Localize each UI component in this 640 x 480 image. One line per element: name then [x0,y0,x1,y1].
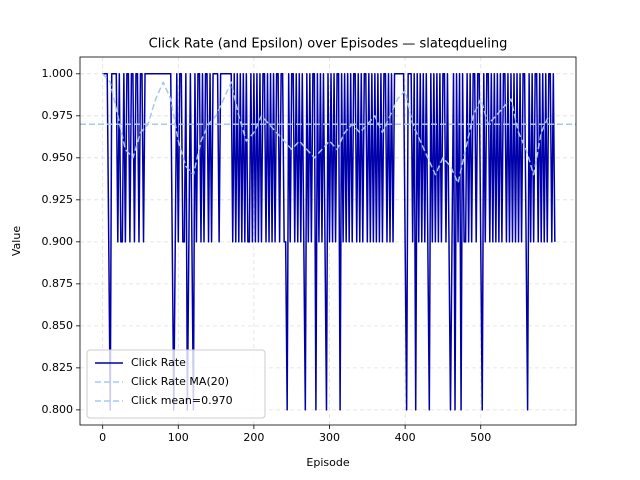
y-tick-label: 1.000 [42,67,74,80]
y-tick-label: 0.975 [42,109,74,122]
x-tick-label: 400 [395,431,416,444]
y-tick-label: 0.950 [42,151,74,164]
x-tick-label: 100 [168,431,189,444]
y-tick-label: 0.925 [42,193,74,206]
x-tick-label: 200 [243,431,264,444]
y-tick-label: 0.800 [42,403,74,416]
legend-label: Click mean=0.970 [131,394,233,407]
plot-area [80,73,576,411]
x-tick-label: 0 [99,431,106,444]
legend-label: Click Rate MA(20) [131,375,229,388]
x-tick-label: 300 [319,431,340,444]
x-tick-label: 500 [470,431,491,444]
series-line [102,73,550,184]
axes-frame [79,56,577,426]
y-tick-label: 0.825 [42,361,74,374]
y-tick-label: 0.900 [42,235,74,248]
x-axis-label: Episode [306,456,349,469]
y-tick-label: 0.850 [42,319,74,332]
legend-box [86,349,266,419]
y-axis-label: Value [10,226,23,256]
legend-label: Click Rate [131,356,186,369]
y-tick-label: 0.875 [42,277,74,290]
chart-title: Click Rate (and Epsilon) over Episodes —… [149,37,508,52]
legend: Click Rate Click Rate MA(20) Click mean=0.… [86,349,266,419]
